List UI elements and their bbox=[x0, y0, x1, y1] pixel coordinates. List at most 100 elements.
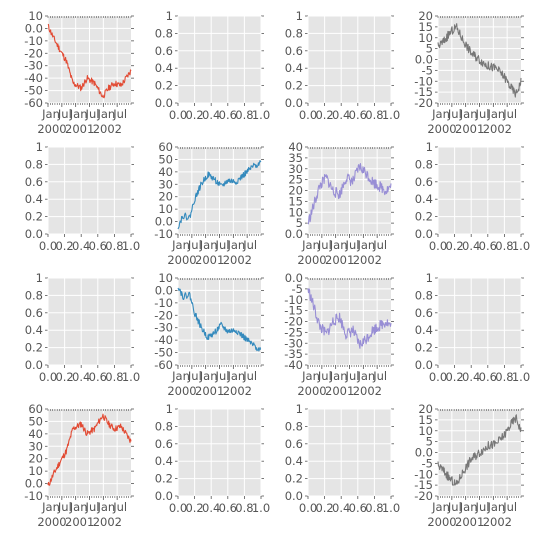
y-tick-label: 0.2 bbox=[155, 472, 173, 486]
y-tick-label: 0.2 bbox=[155, 79, 173, 93]
x-tick-label: 0.6 bbox=[349, 501, 367, 515]
x-tick-label: 1.0 bbox=[252, 501, 270, 515]
subplot-1-1: -100.0102030405060JanJulJanJulJanJul2000… bbox=[154, 140, 264, 267]
y-tick-label: 0.4 bbox=[415, 192, 433, 206]
subplot-0-0: -60-50-40-30-20-100.010JanJulJanJulJanJu… bbox=[24, 9, 134, 136]
x-tick-label: 0.6 bbox=[219, 501, 237, 515]
y-tick-label: 20 bbox=[418, 402, 433, 416]
y-tick-label: 0.4 bbox=[155, 454, 173, 468]
y-tick-label: 1 bbox=[296, 9, 303, 23]
y-tick-label: -10 bbox=[284, 293, 303, 307]
subplot-3-2: 0.00.20.40.60.810.00.20.40.60.81.0 bbox=[285, 402, 400, 515]
x-year-label: 2000 bbox=[167, 384, 196, 398]
x-tick-label: 0.2 bbox=[315, 501, 333, 515]
subplot-2-0: 0.00.20.40.60.810.00.20.40.60.81.0 bbox=[25, 271, 140, 384]
series-line bbox=[437, 414, 522, 486]
x-tick-label: 1.0 bbox=[252, 108, 270, 122]
x-month-label: Jul bbox=[112, 500, 127, 514]
series-line bbox=[437, 23, 522, 98]
x-month-label: Jul bbox=[242, 369, 257, 383]
y-tick-label: 0.0 bbox=[415, 358, 433, 372]
x-month-label: Jan bbox=[171, 369, 190, 383]
y-tick-label: -40 bbox=[284, 358, 303, 372]
plot-area bbox=[438, 278, 521, 365]
x-year-label: 2002 bbox=[93, 122, 122, 136]
y-tick-label: -10 bbox=[24, 489, 43, 503]
x-month-label: Jan bbox=[356, 238, 375, 252]
y-tick-label: 40 bbox=[28, 427, 43, 441]
y-tick-label: 40 bbox=[158, 165, 173, 179]
x-month-label: Jul bbox=[187, 238, 202, 252]
x-year-label: 2000 bbox=[167, 253, 196, 267]
x-tick-label: 0.2 bbox=[445, 239, 463, 253]
y-tick-label: 1 bbox=[426, 271, 433, 285]
y-tick-label: -25 bbox=[284, 325, 303, 339]
x-year-label: 2002 bbox=[483, 515, 512, 529]
y-tick-label: 0.8 bbox=[155, 26, 173, 40]
x-month-label: Jan bbox=[199, 369, 218, 383]
y-tick-label: -40 bbox=[154, 333, 173, 347]
y-tick-label: -20 bbox=[414, 96, 433, 110]
x-tick-label: 0.8 bbox=[105, 239, 123, 253]
x-month-label: Jan bbox=[486, 500, 505, 514]
y-tick-label: 0.8 bbox=[155, 419, 173, 433]
x-tick-label: 0.8 bbox=[495, 239, 513, 253]
x-month-label: Jan bbox=[301, 369, 320, 383]
x-month-label: Jul bbox=[372, 238, 387, 252]
x-tick-label: 0.2 bbox=[185, 108, 203, 122]
x-year-label: 2002 bbox=[353, 253, 382, 267]
x-month-label: Jan bbox=[226, 238, 245, 252]
y-tick-label: 20 bbox=[28, 452, 43, 466]
y-tick-label: -20 bbox=[24, 46, 43, 60]
y-tick-label: 10 bbox=[418, 31, 433, 45]
plot-area bbox=[48, 147, 131, 234]
x-month-label: Jul bbox=[85, 500, 100, 514]
x-year-label: 2001 bbox=[325, 253, 354, 267]
x-tick-label: 1.0 bbox=[382, 501, 400, 515]
x-year-label: 2002 bbox=[223, 253, 252, 267]
y-tick-label: 0.6 bbox=[285, 437, 303, 451]
y-tick-label: -10 bbox=[414, 74, 433, 88]
y-tick-label: -15 bbox=[414, 478, 433, 492]
x-year-label: 2001 bbox=[455, 515, 484, 529]
y-tick-label: 0.6 bbox=[25, 175, 43, 189]
y-tick-label: 0.8 bbox=[285, 26, 303, 40]
y-tick-label: 0.0 bbox=[155, 215, 173, 229]
x-month-label: Jul bbox=[215, 369, 230, 383]
y-tick-label: 0.4 bbox=[25, 323, 43, 337]
x-tick-label: 0.0 bbox=[429, 239, 447, 253]
x-tick-label: 0.2 bbox=[55, 370, 73, 384]
y-tick-label: 0.0 bbox=[415, 227, 433, 241]
y-tick-label: 10 bbox=[288, 205, 303, 219]
x-month-label: Jul bbox=[502, 107, 517, 121]
y-tick-label: -5 bbox=[422, 63, 433, 77]
y-tick-label: 5 bbox=[296, 216, 303, 230]
x-tick-label: 0.8 bbox=[235, 501, 253, 515]
y-tick-label: 20 bbox=[158, 190, 173, 204]
x-tick-label: 0.2 bbox=[315, 108, 333, 122]
y-tick-label: -10 bbox=[154, 227, 173, 241]
x-month-label: Jul bbox=[317, 369, 332, 383]
subplot-2-2: -40-35-30-25-20-15-10-50.0JanJulJanJulJa… bbox=[284, 271, 394, 398]
x-tick-label: 0.4 bbox=[202, 108, 220, 122]
y-tick-label: 0.4 bbox=[25, 192, 43, 206]
y-tick-label: -40 bbox=[24, 71, 43, 85]
x-month-label: Jan bbox=[41, 107, 60, 121]
y-tick-label: -5 bbox=[422, 456, 433, 470]
y-tick-label: 60 bbox=[28, 402, 43, 416]
y-tick-label: 0.0 bbox=[285, 489, 303, 503]
x-month-label: Jul bbox=[475, 107, 490, 121]
x-tick-label: 1.0 bbox=[512, 370, 530, 384]
y-tick-label: 0.6 bbox=[155, 437, 173, 451]
x-month-label: Jan bbox=[486, 107, 505, 121]
y-tick-label: 5 bbox=[426, 435, 433, 449]
x-tick-label: 0.4 bbox=[462, 239, 480, 253]
x-month-label: Jan bbox=[301, 238, 320, 252]
x-year-label: 2001 bbox=[65, 122, 94, 136]
x-tick-label: 0.4 bbox=[72, 239, 90, 253]
x-tick-label: 0.8 bbox=[495, 370, 513, 384]
y-tick-label: 25 bbox=[288, 173, 303, 187]
y-tick-label: 0.6 bbox=[415, 306, 433, 320]
series-line bbox=[307, 288, 392, 349]
x-year-label: 2001 bbox=[455, 122, 484, 136]
